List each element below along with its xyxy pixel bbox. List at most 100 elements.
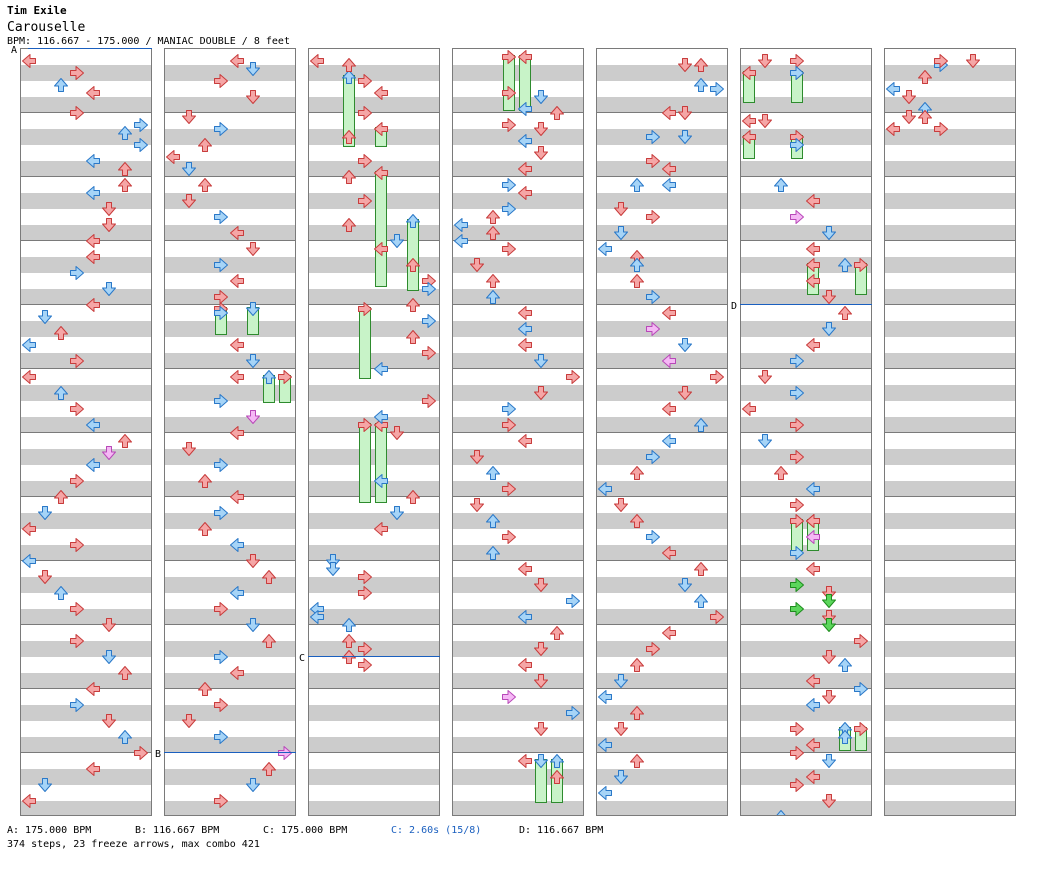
measure-line: [165, 560, 295, 561]
down-arrow-icon: [101, 201, 117, 217]
right-arrow-icon: [69, 633, 85, 649]
right-arrow-icon: [421, 345, 437, 361]
right-arrow-icon: [213, 305, 229, 321]
left-arrow-icon: [85, 85, 101, 101]
right-arrow-icon: [213, 393, 229, 409]
freeze-arrow-body: [375, 423, 387, 503]
right-arrow-icon: [69, 537, 85, 553]
left-arrow-icon: [741, 401, 757, 417]
up-arrow-icon: [917, 69, 933, 85]
right-arrow-icon: [789, 745, 805, 761]
measure-line: [309, 112, 439, 113]
up-arrow-icon: [261, 569, 277, 585]
down-arrow-icon: [821, 793, 837, 809]
right-arrow-icon: [709, 81, 725, 97]
up-arrow-icon: [405, 489, 421, 505]
measure-line: [309, 752, 439, 753]
left-arrow-icon: [229, 585, 245, 601]
down-arrow-icon: [533, 673, 549, 689]
footer-bpm-d: D: 116.667 BPM: [519, 825, 604, 836]
left-arrow-icon: [805, 561, 821, 577]
down-arrow-icon: [101, 217, 117, 233]
left-arrow-icon: [661, 433, 677, 449]
up-arrow-icon: [485, 289, 501, 305]
left-arrow-icon: [661, 625, 677, 641]
right-arrow-icon: [853, 681, 869, 697]
up-arrow-icon: [837, 729, 853, 745]
left-arrow-icon: [373, 473, 389, 489]
up-arrow-icon: [117, 125, 133, 141]
up-arrow-icon: [341, 129, 357, 145]
up-arrow-icon: [773, 465, 789, 481]
measure-line: [309, 176, 439, 177]
right-arrow-icon: [501, 481, 517, 497]
left-arrow-icon: [517, 337, 533, 353]
left-arrow-icon: [805, 697, 821, 713]
down-arrow-icon: [533, 353, 549, 369]
freeze-head-left-arrow-icon: [373, 165, 389, 181]
down-arrow-icon: [821, 593, 837, 609]
up-arrow-icon: [117, 433, 133, 449]
down-arrow-icon: [325, 553, 341, 569]
measure-line: [453, 624, 583, 625]
speed-change-label: D: [731, 301, 738, 312]
down-arrow-icon: [821, 649, 837, 665]
right-arrow-icon: [213, 793, 229, 809]
measure-line: [885, 304, 1015, 305]
down-arrow-icon: [389, 425, 405, 441]
up-arrow-icon: [629, 753, 645, 769]
measure-line: [309, 560, 439, 561]
up-arrow-icon: [117, 665, 133, 681]
down-arrow-icon: [677, 337, 693, 353]
up-arrow-icon: [341, 217, 357, 233]
down-arrow-icon: [181, 441, 197, 457]
chart-column-4: [452, 48, 584, 816]
down-arrow-icon: [821, 289, 837, 305]
down-arrow-icon: [101, 617, 117, 633]
measure-line: [309, 688, 439, 689]
left-arrow-icon: [805, 337, 821, 353]
down-arrow-icon: [821, 585, 837, 601]
up-arrow-icon: [917, 109, 933, 125]
up-arrow-icon: [549, 625, 565, 641]
down-arrow-icon: [757, 113, 773, 129]
down-arrow-icon: [533, 145, 549, 161]
left-arrow-icon: [661, 545, 677, 561]
right-arrow-icon: [277, 745, 293, 761]
left-arrow-icon: [229, 369, 245, 385]
up-arrow-icon: [53, 489, 69, 505]
measure-line: [597, 112, 727, 113]
down-arrow-icon: [325, 561, 341, 577]
measure-line: [741, 688, 871, 689]
measure-line: [741, 112, 871, 113]
right-arrow-icon: [789, 577, 805, 593]
measure-line: [885, 688, 1015, 689]
freeze-head-right-arrow-icon: [501, 49, 517, 65]
up-arrow-icon: [117, 161, 133, 177]
right-arrow-icon: [501, 689, 517, 705]
measure-line: [453, 432, 583, 433]
right-arrow-icon: [645, 641, 661, 657]
freeze-head-up-arrow-icon: [549, 753, 565, 769]
down-arrow-icon: [821, 321, 837, 337]
right-arrow-icon: [133, 117, 149, 133]
right-arrow-icon: [69, 601, 85, 617]
down-arrow-icon: [677, 57, 693, 73]
footer-bpm-a: A: 175.000 BPM: [7, 825, 92, 836]
down-arrow-icon: [533, 641, 549, 657]
song-title: Carouselle: [7, 20, 86, 35]
left-arrow-icon: [597, 689, 613, 705]
down-arrow-icon: [101, 445, 117, 461]
up-arrow-icon: [197, 177, 213, 193]
left-arrow-icon: [597, 785, 613, 801]
left-arrow-icon: [373, 409, 389, 425]
up-arrow-icon: [629, 257, 645, 273]
down-arrow-icon: [677, 129, 693, 145]
left-arrow-icon: [517, 321, 533, 337]
right-arrow-icon: [645, 529, 661, 545]
up-arrow-icon: [837, 657, 853, 673]
freeze-head-right-arrow-icon: [277, 369, 293, 385]
left-arrow-icon: [229, 537, 245, 553]
measure-line: [309, 496, 439, 497]
down-arrow-icon: [245, 409, 261, 425]
